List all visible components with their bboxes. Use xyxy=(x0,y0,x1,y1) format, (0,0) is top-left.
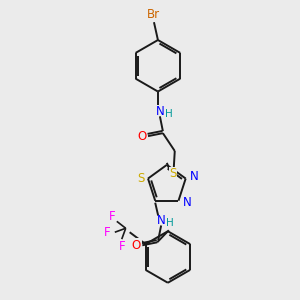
Text: O: O xyxy=(137,130,147,142)
Text: N: N xyxy=(155,105,164,118)
Text: F: F xyxy=(103,226,110,239)
Text: H: H xyxy=(166,218,174,229)
Text: S: S xyxy=(137,172,145,185)
Text: S: S xyxy=(169,167,176,180)
Text: F: F xyxy=(109,210,115,223)
Text: Br: Br xyxy=(146,8,160,21)
Text: N: N xyxy=(190,170,199,183)
Text: N: N xyxy=(157,214,166,227)
Text: O: O xyxy=(132,239,141,252)
Text: F: F xyxy=(118,240,125,253)
Text: H: H xyxy=(165,109,173,119)
Text: N: N xyxy=(183,196,192,209)
